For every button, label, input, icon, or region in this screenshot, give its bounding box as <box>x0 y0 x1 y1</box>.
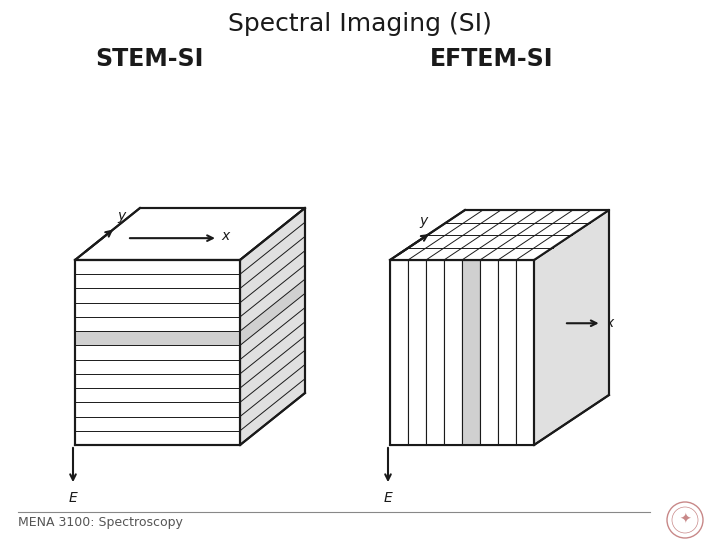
Text: Spectral Imaging (SI): Spectral Imaging (SI) <box>228 12 492 36</box>
Polygon shape <box>75 260 240 445</box>
Text: ✦: ✦ <box>679 513 690 527</box>
Polygon shape <box>462 260 480 445</box>
Polygon shape <box>75 331 240 346</box>
Text: E: E <box>68 491 77 505</box>
Polygon shape <box>516 260 534 445</box>
Polygon shape <box>426 260 444 445</box>
Text: MENA 3100: Spectroscopy: MENA 3100: Spectroscopy <box>18 516 183 529</box>
Polygon shape <box>444 260 462 445</box>
Text: E: E <box>384 491 392 505</box>
Polygon shape <box>75 208 305 260</box>
Polygon shape <box>480 260 498 445</box>
Text: y: y <box>117 209 125 223</box>
Text: STEM-SI: STEM-SI <box>95 47 203 71</box>
Text: EFTEM-SI: EFTEM-SI <box>430 47 554 71</box>
Polygon shape <box>390 210 609 260</box>
Polygon shape <box>498 260 516 445</box>
Text: x: x <box>222 229 230 243</box>
Polygon shape <box>534 210 609 445</box>
Text: y: y <box>419 213 427 227</box>
Polygon shape <box>240 279 305 346</box>
Polygon shape <box>390 260 408 445</box>
Text: x: x <box>606 316 613 330</box>
Polygon shape <box>408 260 426 445</box>
Polygon shape <box>240 208 305 445</box>
